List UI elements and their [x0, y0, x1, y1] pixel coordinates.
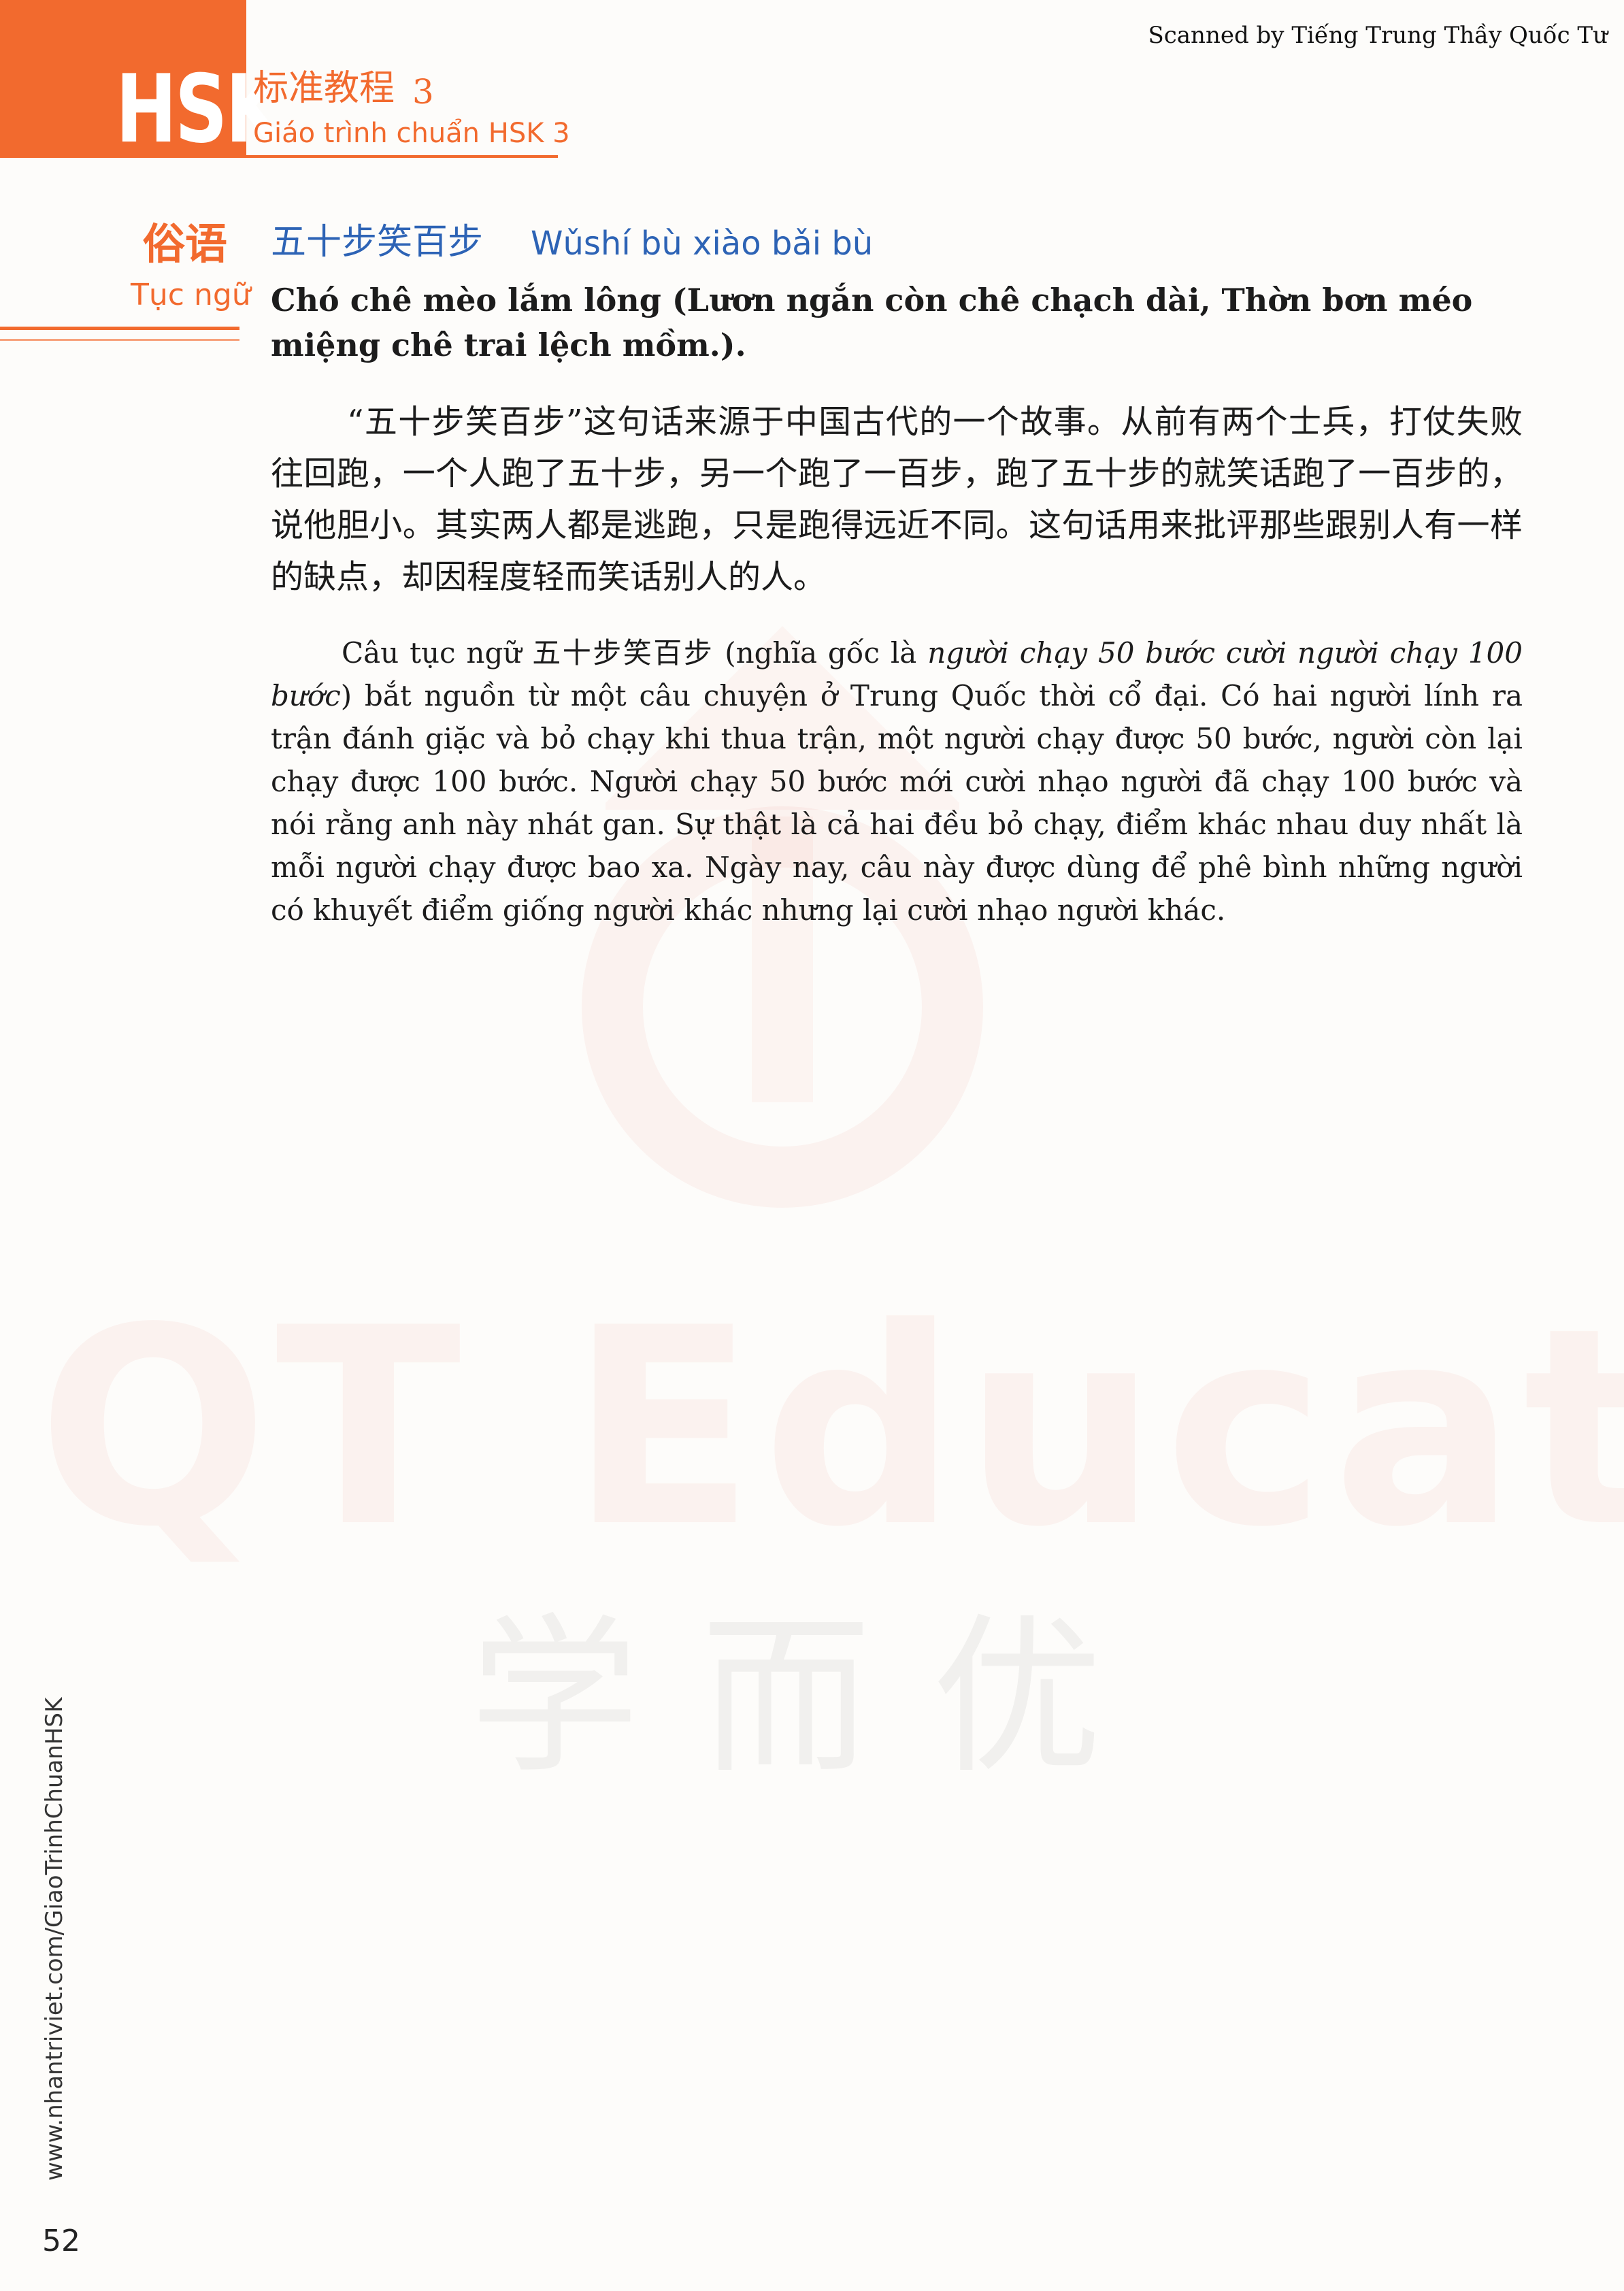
proverb-meaning: Chó chê mèo lắm lông (Lươn ngắn còn chê …: [271, 282, 1473, 363]
side-url: www.nhantriviet.com/GiaoTrinhChuanHSK: [41, 1697, 68, 2181]
paragraph-vi-part2: ) bắt nguồn từ một câu chuyện ở Trung Qu…: [271, 679, 1523, 927]
watermark-text: QT Education: [37, 1270, 1624, 1587]
proverb-pinyin: Wǔshí bù xiào bǎi bù: [531, 225, 874, 263]
section-label-cn: 俗语: [143, 219, 228, 269]
header-brand-block: [0, 0, 246, 155]
header-divider: [0, 155, 558, 158]
paragraph-vietnamese: Câu tục ngữ 五十步笑百步 (nghĩa gốc là người c…: [271, 631, 1523, 932]
brand-logo: HSK: [116, 54, 282, 164]
section-divider-thin: [0, 339, 239, 341]
page-number: 52: [42, 2224, 80, 2258]
series-title-vi: Giáo trình chuẩn HSK 3: [253, 118, 570, 149]
series-title-cn: 标准教程: [253, 68, 395, 109]
paragraph-vi-part1: Câu tục ngữ 五十步笑百步 (nghĩa gốc là: [342, 636, 928, 670]
series-level: 3: [412, 72, 434, 112]
paragraph-chinese: “五十步笑百步”这句话来源于中国古代的一个故事。从前有两个士兵，打仗失败往回跑，…: [271, 403, 1523, 596]
watermark-text-cn: 学而优: [469, 1598, 1163, 1796]
paragraph-vi-italic: người chạy 50 bước cười người chạy 100 b…: [271, 636, 1523, 712]
section-divider: [0, 327, 239, 330]
proverb-chinese: 五十步笑百步: [271, 222, 484, 263]
section-label-vi: Tục ngữ: [131, 278, 251, 312]
scanned-by-note: Scanned by Tiếng Trung Thầy Quốc Tư: [1148, 22, 1608, 49]
